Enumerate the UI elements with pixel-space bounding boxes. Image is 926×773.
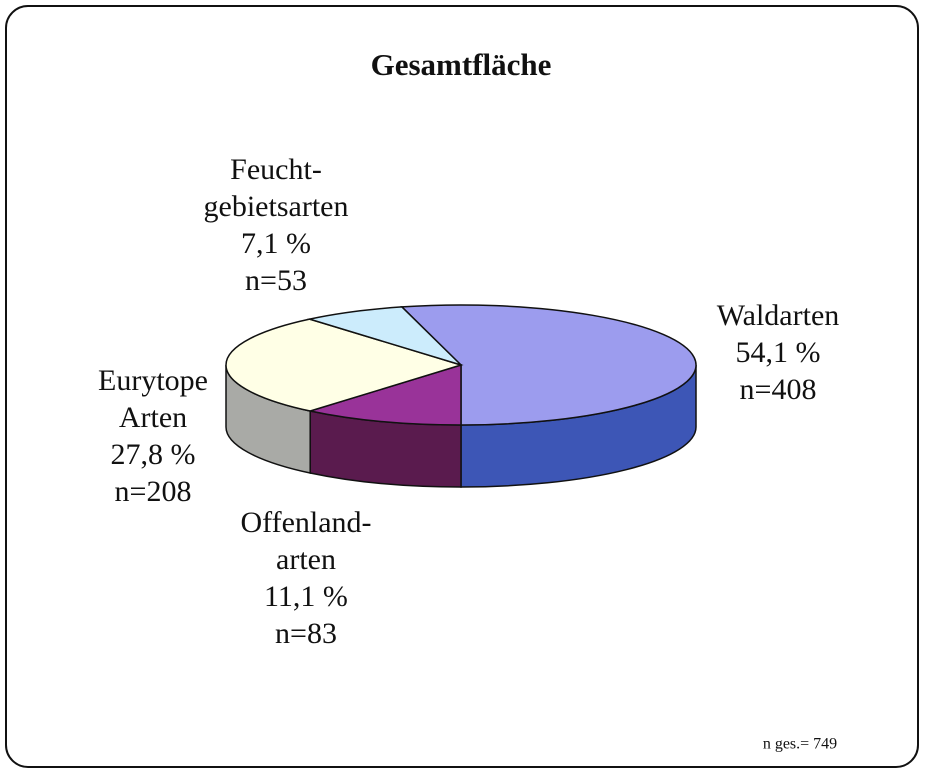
value-label: 54,1 % [736,336,821,369]
slice [400,304,697,426]
count-label: n=408 [740,373,817,406]
slice-label: Offenland- [240,506,371,539]
slice-label: Waldarten [717,299,840,332]
value-label: 7,1 % [241,227,311,260]
slice [225,318,464,412]
slice [307,363,462,426]
note: n ges.= 749 [763,736,837,753]
value-label: 11,1 % [264,580,348,613]
slice-label: Arten [119,401,187,434]
value-label: 27,8 % [111,438,196,471]
slice-label: arten [276,543,336,576]
slice-label: Feucht- [230,153,322,186]
count-label: n=208 [115,475,192,508]
slice [306,306,462,366]
count-label: n=53 [245,264,307,297]
chart-title: Gesamtfläche [371,47,552,82]
slice-label: Eurytope [98,364,208,397]
slice-label: gebietsarten [204,190,349,223]
count-label: n=83 [275,617,337,650]
